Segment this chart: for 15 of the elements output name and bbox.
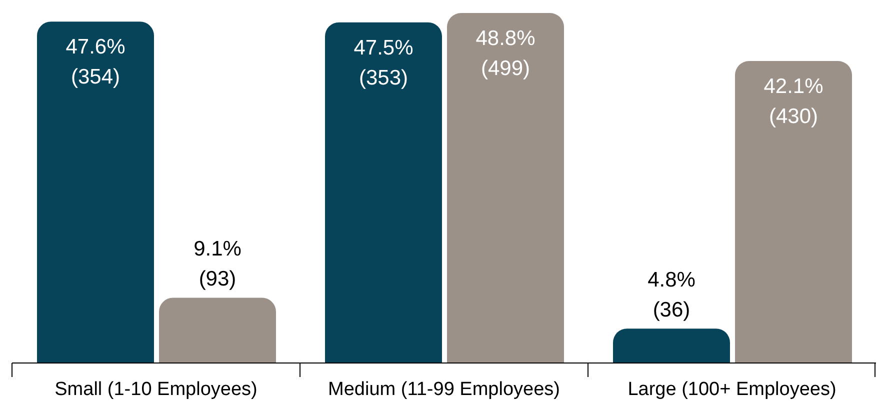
data-label: 47.5% (353): [354, 36, 414, 90]
bar: [613, 328, 730, 363]
data-label: 4.8% (36): [648, 268, 696, 322]
x-tick-label: Small (1-10 Employees): [54, 379, 258, 400]
data-label: 48.8% (499): [476, 27, 536, 80]
bar: [325, 22, 442, 363]
bar: [37, 22, 154, 363]
data-label: 47.6% (354): [66, 36, 126, 89]
data-label: 42.1% (430): [764, 75, 824, 128]
bar: [447, 13, 564, 363]
bar: [735, 61, 852, 363]
data-label: 9.1% (93): [194, 238, 242, 291]
x-tick-label: Large (100+ Employees): [628, 379, 836, 400]
bar: [159, 298, 276, 363]
x-tick-label: Medium (11-99 Employees): [328, 379, 560, 400]
